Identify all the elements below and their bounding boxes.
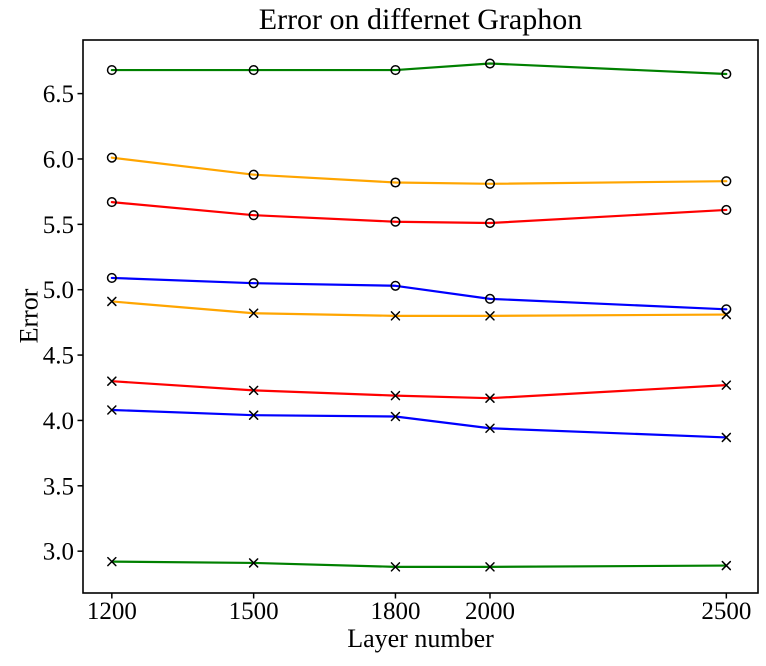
x-marker-blue-x bbox=[248, 410, 259, 420]
circle-marker-red-circle bbox=[106, 197, 117, 208]
series-line-red-circle bbox=[110, 201, 728, 225]
y-tick-label: 4.5 bbox=[43, 343, 74, 370]
x-marker-blue-x bbox=[721, 432, 732, 443]
circle-marker-red-circle bbox=[721, 204, 732, 216]
y-tick-label: 6.5 bbox=[43, 81, 74, 108]
circle-marker-orange-circle bbox=[248, 169, 259, 180]
y-tick-label: 3.0 bbox=[43, 539, 74, 566]
x-tick-label: 1800 bbox=[370, 598, 420, 625]
series-line-red-x bbox=[110, 380, 728, 400]
x-marker-red-x bbox=[390, 390, 401, 401]
circle-marker-blue-circle bbox=[106, 272, 117, 283]
x-marker-orange-x bbox=[248, 308, 259, 318]
y-tick-label: 6.0 bbox=[43, 146, 74, 173]
plot-border bbox=[82, 39, 759, 594]
circle-marker-orange-circle bbox=[484, 178, 496, 189]
chart-title: Error on differnet Graphon bbox=[258, 3, 583, 36]
series-line-green-x bbox=[110, 560, 728, 568]
y-tick-label: 5.5 bbox=[43, 212, 74, 239]
x-axis-label: Layer number bbox=[347, 624, 494, 653]
circle-marker-red-circle bbox=[248, 210, 259, 221]
x-tick-label: 1200 bbox=[87, 598, 137, 625]
x-marker-red-x bbox=[248, 385, 259, 396]
circle-marker-red-circle bbox=[390, 216, 401, 227]
x-marker-orange-x bbox=[107, 296, 117, 307]
x-marker-blue-x bbox=[390, 411, 401, 422]
circle-marker-green-circle bbox=[390, 65, 401, 76]
x-marker-orange-x bbox=[485, 311, 495, 321]
series-line-orange-x bbox=[110, 300, 728, 317]
x-marker-red-x bbox=[107, 376, 117, 386]
x-marker-green-x bbox=[485, 562, 495, 572]
x-tick-label: 1500 bbox=[229, 598, 279, 625]
circle-marker-blue-circle bbox=[248, 278, 259, 289]
circle-marker-green-circle bbox=[248, 65, 259, 76]
x-marker-orange-x bbox=[390, 311, 401, 321]
x-marker-orange-x bbox=[721, 309, 732, 320]
circle-marker-green-circle bbox=[106, 65, 117, 76]
x-marker-red-x bbox=[721, 380, 732, 390]
circle-marker-orange-circle bbox=[390, 177, 401, 188]
x-marker-blue-x bbox=[485, 423, 495, 434]
circle-marker-orange-circle bbox=[721, 176, 732, 187]
y-tick-label: 3.5 bbox=[43, 473, 74, 500]
series-line-green-circle bbox=[110, 62, 728, 76]
series-line-blue-x bbox=[110, 408, 728, 439]
circle-marker-red-circle bbox=[484, 217, 496, 229]
x-tick-label: 2500 bbox=[701, 598, 751, 625]
series-line-blue-circle bbox=[110, 276, 728, 311]
y-tick-label: 4.0 bbox=[43, 408, 74, 435]
circle-marker-blue-circle bbox=[390, 280, 401, 291]
y-tick-label: 5.0 bbox=[43, 277, 74, 304]
x-marker-green-x bbox=[248, 558, 259, 568]
circle-marker-green-circle bbox=[721, 68, 732, 80]
x-marker-green-x bbox=[721, 560, 732, 571]
circle-marker-blue-circle bbox=[484, 293, 496, 304]
x-marker-red-x bbox=[485, 393, 495, 403]
x-tick-label: 2000 bbox=[465, 598, 515, 625]
series-line-orange-circle bbox=[110, 156, 728, 185]
x-marker-green-x bbox=[107, 556, 117, 567]
circle-marker-orange-circle bbox=[106, 152, 117, 163]
x-marker-blue-x bbox=[107, 405, 117, 415]
x-marker-green-x bbox=[390, 562, 401, 572]
circle-marker-green-circle bbox=[484, 58, 496, 69]
